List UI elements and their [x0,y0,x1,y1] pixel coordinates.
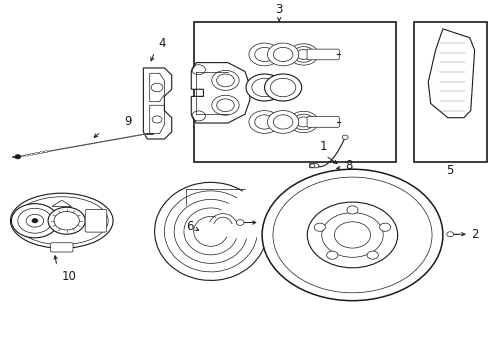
Circle shape [15,155,21,159]
Circle shape [249,43,280,66]
Circle shape [268,43,299,66]
Circle shape [32,219,38,223]
Text: 7: 7 [265,216,272,229]
Circle shape [262,169,443,301]
Circle shape [212,71,239,90]
Bar [414,22,487,162]
FancyBboxPatch shape [85,210,107,232]
Circle shape [40,152,43,154]
Circle shape [249,111,280,133]
Circle shape [212,95,239,115]
Circle shape [35,152,38,154]
Circle shape [236,220,244,225]
Bar [415,28,429,38]
Circle shape [25,154,28,156]
Text: 2: 2 [471,228,479,241]
Bar [422,140,437,145]
Circle shape [342,135,348,139]
Text: 8: 8 [345,159,352,172]
FancyBboxPatch shape [307,49,339,60]
Circle shape [314,223,325,231]
Circle shape [48,207,85,234]
Ellipse shape [10,193,113,248]
Circle shape [246,74,283,101]
Circle shape [268,111,299,133]
Circle shape [447,232,454,237]
Circle shape [327,251,338,259]
Bar [415,134,429,140]
Bar [194,22,396,162]
Circle shape [45,150,48,153]
Text: 9: 9 [124,115,131,129]
Circle shape [380,223,391,231]
Text: 1: 1 [319,140,327,153]
Polygon shape [144,68,172,139]
Circle shape [347,206,358,214]
Circle shape [367,251,378,259]
Circle shape [265,74,302,101]
Circle shape [307,202,398,268]
Text: 6: 6 [186,220,194,233]
Circle shape [11,204,58,238]
Text: 5: 5 [446,164,454,177]
Text: 4: 4 [158,37,166,50]
Text: 3: 3 [275,4,283,17]
Bar [421,34,436,43]
Text: 10: 10 [62,270,76,283]
Polygon shape [310,163,319,168]
Polygon shape [191,63,250,123]
Polygon shape [428,29,475,118]
FancyBboxPatch shape [50,243,73,252]
Circle shape [30,153,33,156]
FancyBboxPatch shape [307,117,339,127]
